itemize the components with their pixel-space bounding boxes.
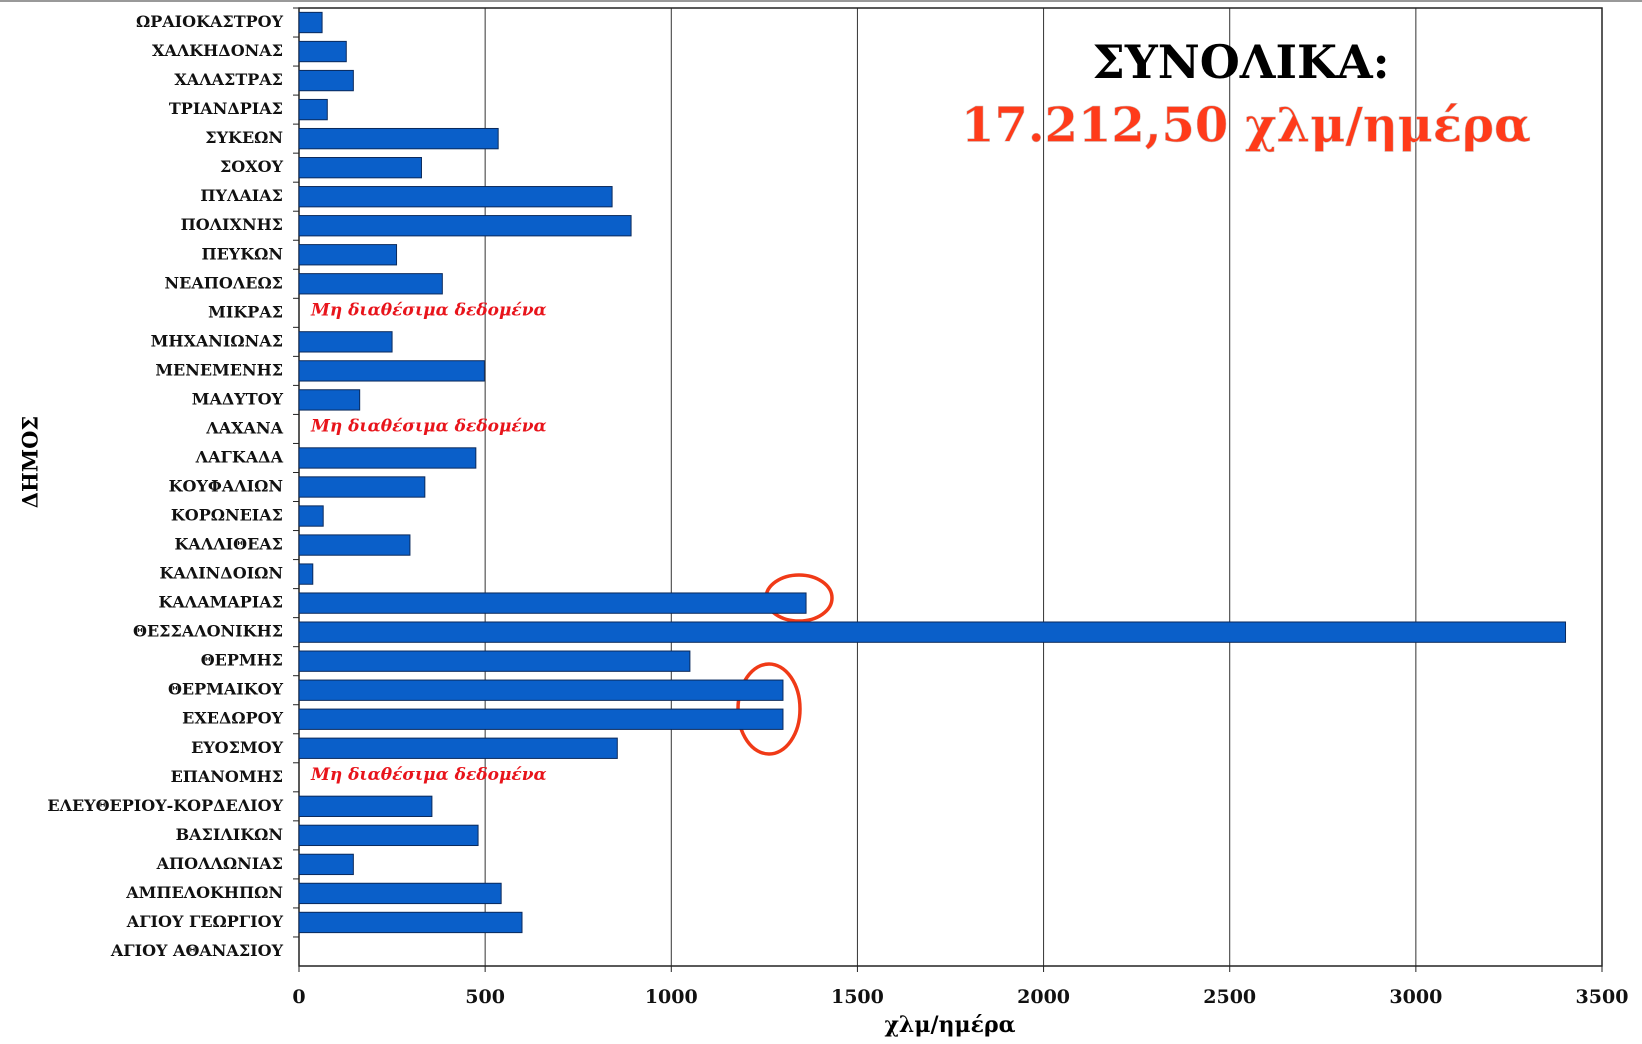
x-axis-label: χλμ/ημέρα [884, 1012, 1015, 1038]
y-tick-label: ΚΑΛΙΝΔΟΙΩΝ [159, 564, 283, 583]
bar [298, 534, 411, 556]
bar [298, 621, 1567, 643]
y-tick-label: ΕΠΑΝΟΜΗΣ [171, 767, 283, 786]
bar [298, 911, 523, 934]
y-tick-label: ΜΗΧΑΝΙΩΝΑΣ [151, 331, 283, 350]
bar [298, 273, 443, 295]
bar [298, 40, 347, 63]
y-tick-label: ΑΓΙΟΥ ΑΘΑΝΑΣΙΟΥ [110, 941, 284, 960]
y-tick-label: ΕΛΕΥΘΕΡΙΟΥ-ΚΟΡΔΕΛΙΟΥ [47, 796, 283, 815]
y-tick-label: ΑΠΟΛΛΩΝΙΑΣ [156, 854, 283, 873]
bar [298, 708, 784, 730]
y-tick-label: ΜΙΚΡΑΣ [208, 302, 283, 321]
bar [298, 360, 485, 382]
bar [298, 215, 632, 237]
bar [298, 127, 499, 150]
x-tick-label: 3000 [1389, 986, 1442, 1008]
y-tick-label: ΚΑΛΑΜΑΡΙΑΣ [158, 593, 283, 612]
annotation: Μη διαθέσιμα δεδομένα [310, 765, 547, 785]
bar [298, 11, 323, 34]
y-tick-label: ΧΑΛΚΗΔΟΝΑΣ [152, 41, 283, 60]
bar [298, 476, 426, 498]
bar [298, 592, 807, 614]
bar [298, 69, 354, 92]
bar [298, 389, 361, 411]
y-tick-label: ΘΕΡΜΗΣ [201, 651, 283, 670]
y-tick-label: ΕΧΕΔΩΡΟΥ [182, 709, 283, 728]
y-tick-label: ΠΥΛΑΙΑΣ [200, 186, 283, 205]
y-tick-label: ΛΑΓΚΑΔΑ [195, 447, 284, 466]
total-label: ΣΥΝΟΛΙΚΑ: [1092, 35, 1389, 89]
x-tick-label: 3500 [1576, 986, 1629, 1008]
y-tick-label: ΚΟΡΩΝΕΙΑΣ [171, 506, 283, 525]
y-tick-label: ΧΑΛΑΣΤΡΑΣ [174, 70, 283, 89]
annotation: Μη διαθέσιμα δεδομένα [310, 300, 547, 320]
y-tick-label: ΝΕΑΠΟΛΕΩΣ [165, 273, 283, 292]
bar [298, 650, 691, 672]
bar [298, 737, 618, 759]
bar [298, 563, 314, 585]
bar [298, 244, 398, 266]
bar [298, 824, 479, 847]
bar [298, 882, 502, 905]
y-tick-label: ΤΡΙΑΝΔΡΙΑΣ [169, 99, 283, 118]
y-tick-label: ΒΑΣΙΛΙΚΩΝ [176, 825, 283, 844]
y-tick-label: ΩΡΑΙΟΚΑΣΤΡΟΥ [136, 12, 284, 31]
bar [298, 795, 433, 817]
y-tick-label: ΑΓΙΟΥ ΓΕΩΡΓΙΟΥ [126, 912, 284, 931]
y-tick-label: ΚΟΥΦΑΛΙΩΝ [169, 477, 283, 496]
y-tick-label: ΣΥΚΕΩΝ [205, 128, 283, 147]
annotation: Μη διαθέσιμα δεδομένα [310, 416, 547, 436]
y-tick-label: ΣΟΧΟΥ [220, 157, 284, 176]
bar [298, 853, 354, 876]
x-tick-label: 1500 [831, 986, 884, 1008]
bar [298, 186, 613, 208]
bar [298, 505, 324, 527]
bar [298, 331, 393, 353]
y-tick-label: ΘΕΡΜΑΙΚΟΥ [168, 680, 284, 699]
y-tick-label: ΠΕΥΚΩΝ [202, 244, 284, 263]
x-tick-label: 500 [465, 986, 505, 1008]
bar [298, 679, 784, 701]
bar [298, 447, 477, 469]
y-tick-label: ΛΑΧΑΝΑ [205, 418, 283, 437]
y-tick-label: ΑΜΠΕΛΟΚΗΠΩΝ [125, 883, 283, 902]
y-tick-label: ΠΟΛΙΧΝΗΣ [181, 215, 283, 234]
y-tick-label: ΜΕΝΕΜΕΝΗΣ [155, 360, 283, 379]
y-tick-label: ΚΑΛΛΙΘΕΑΣ [175, 535, 284, 554]
x-tick-label: 1000 [645, 986, 698, 1008]
x-tick-label: 2500 [1203, 986, 1256, 1008]
total-value: 17.212,50 χλμ/ημέρα [961, 98, 1531, 154]
y-tick-label: ΕΥΟΣΜΟΥ [191, 738, 284, 757]
y-axis-label: ΔΗΜΟΣ [18, 416, 43, 509]
x-tick-label: 0 [292, 986, 305, 1008]
y-tick-label: ΘΕΣΣΑΛΟΝΙΚΗΣ [133, 622, 283, 641]
x-tick-label: 2000 [1017, 986, 1070, 1008]
bar [298, 98, 328, 121]
y-tick-label: ΜΑΔΥΤΟΥ [192, 389, 284, 408]
bar [298, 157, 422, 179]
